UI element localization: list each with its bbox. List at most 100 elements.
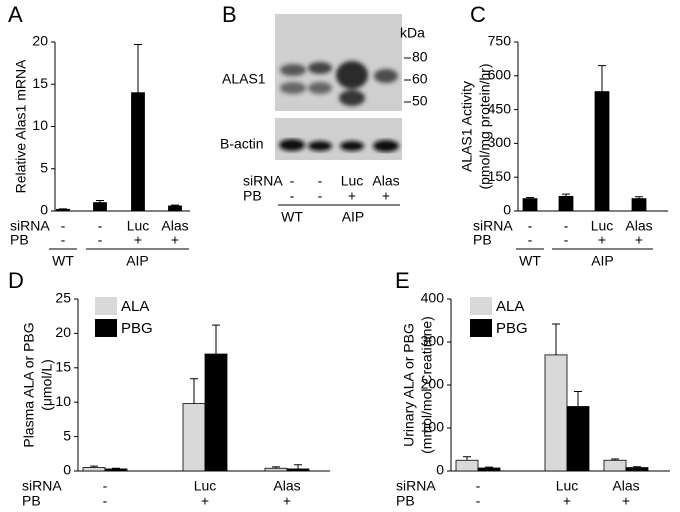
error-bar — [294, 464, 302, 469]
bar — [477, 467, 501, 472]
legend-swatch — [470, 297, 492, 315]
bar — [603, 459, 627, 472]
bar — [131, 92, 145, 212]
y-tick-label: 0 — [63, 462, 71, 478]
blot-lower — [275, 118, 402, 160]
row-value: - — [476, 478, 481, 494]
y-axis-label: Urinary ALA or PBG — [401, 323, 417, 447]
y-axis-label: (μmol/L) — [39, 359, 55, 411]
row-value: - — [61, 218, 66, 234]
row-value: Alas — [612, 478, 639, 494]
y-axis-label: ALAS1 Activity — [459, 81, 475, 172]
row-value: - — [103, 478, 108, 494]
row-value: - — [318, 188, 323, 204]
actin-bands — [279, 139, 399, 152]
y-tick-label: 20 — [55, 324, 71, 340]
legend-swatch — [95, 297, 117, 315]
band-label: B-actin — [220, 136, 264, 152]
y-tick-label: 5 — [40, 159, 48, 175]
group-label: WT — [281, 209, 303, 225]
row-label: PB — [10, 232, 29, 248]
legend-label: ALA — [496, 298, 524, 315]
row-label: siRNA — [473, 218, 513, 234]
row-label: siRNA — [243, 173, 283, 189]
row-value: - — [98, 232, 103, 248]
row-value: + — [598, 232, 606, 248]
error-bar — [611, 458, 619, 461]
blot-upper — [275, 14, 402, 111]
unit-label: kDa — [400, 25, 425, 41]
row-value: - — [290, 173, 295, 189]
y-tick-label: 450 — [488, 100, 512, 116]
marker-label: 80 — [412, 49, 428, 65]
row-value: + — [348, 188, 356, 204]
row-value: + — [622, 493, 630, 509]
row-value: Luc — [591, 218, 614, 234]
row-value: - — [103, 493, 108, 509]
bar — [558, 195, 574, 212]
y-tick-label: 200 — [421, 376, 445, 392]
y-tick-label: 150 — [488, 168, 512, 184]
row-label: PB — [473, 232, 492, 248]
bar — [168, 205, 182, 212]
y-tick-label: 300 — [488, 134, 512, 150]
bar — [631, 198, 647, 212]
y-tick-label: 600 — [488, 67, 512, 83]
row-value: + — [283, 493, 291, 509]
row-value: + — [171, 232, 179, 248]
row-value: + — [201, 493, 209, 509]
y-tick-label: 300 — [421, 333, 445, 349]
row-value: + — [563, 493, 571, 509]
row-value: + — [382, 188, 390, 204]
error-bar — [134, 44, 142, 93]
group-label: AIP — [342, 209, 365, 225]
panel-letter: B — [222, 2, 237, 27]
y-tick-label: 15 — [55, 359, 71, 375]
row-label: PB — [22, 493, 41, 509]
row-value: - — [476, 493, 481, 509]
row-value: Alas — [273, 478, 300, 494]
bar — [625, 467, 649, 472]
row-value: - — [564, 218, 569, 234]
row-value: + — [635, 232, 643, 248]
blot-images — [275, 14, 402, 160]
row-value: Luc — [194, 478, 217, 494]
marker-label: 60 — [412, 71, 428, 87]
bar — [204, 353, 228, 472]
y-tick-label: 0 — [436, 462, 444, 478]
y-tick-label: 20 — [32, 33, 48, 49]
row-label: siRNA — [10, 218, 50, 234]
bar — [566, 406, 590, 472]
bar — [56, 208, 70, 212]
y-tick-label: 100 — [421, 419, 445, 435]
y-axis-label: (pmol/mg protein/hr) — [477, 63, 493, 189]
error-bar — [598, 65, 606, 92]
row-value: Luc — [556, 478, 579, 494]
y-tick-label: 10 — [32, 117, 48, 133]
bar — [455, 459, 479, 472]
y-tick-label: 25 — [55, 290, 71, 306]
error-bar — [552, 323, 560, 355]
error-bar — [463, 456, 471, 461]
y-axis-label: Plasma ALA or PBG — [21, 322, 37, 447]
y-tick-label: 15 — [32, 75, 48, 91]
y-axis-label: Relative Alas1 mRNA — [13, 59, 29, 193]
legend-label: PBG — [121, 320, 153, 337]
y-tick-label: 0 — [40, 202, 48, 218]
row-label: PB — [396, 493, 415, 509]
bar — [182, 403, 206, 472]
y-tick-label: 750 — [488, 33, 512, 49]
panel-letter: D — [8, 268, 24, 293]
row-value: - — [528, 218, 533, 234]
row-value: Luc — [127, 218, 150, 234]
panel-letter: C — [470, 2, 486, 27]
bar — [544, 354, 568, 472]
y-tick-label: 5 — [63, 427, 71, 443]
error-bar — [272, 466, 280, 469]
row-value: - — [61, 232, 66, 248]
row-value: - — [318, 173, 323, 189]
group-label: AIP — [591, 253, 614, 269]
error-bar — [485, 466, 493, 468]
row-value: - — [528, 232, 533, 248]
